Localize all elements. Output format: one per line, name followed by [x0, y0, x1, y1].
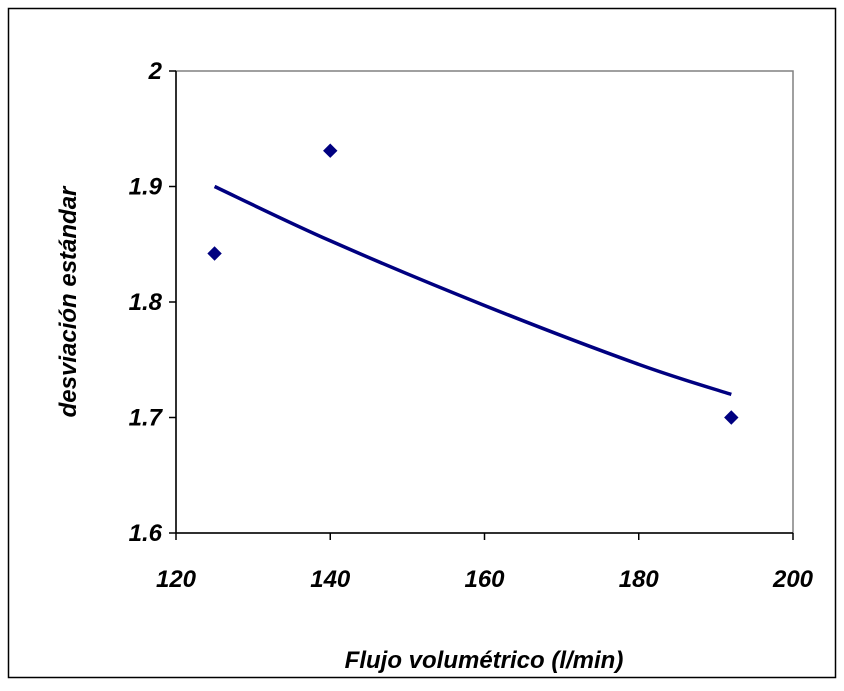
y-tick-label: 1.7 — [129, 405, 164, 432]
data-point-diamond — [323, 143, 338, 158]
x-tick-label: 120 — [156, 566, 197, 593]
x-axis: 120 140 160 180 200 — [156, 532, 814, 593]
y-axis-title: desviación estándar — [55, 185, 82, 417]
x-tick-label: 200 — [772, 566, 814, 593]
x-tick-label: 160 — [464, 566, 505, 593]
data-point-diamond — [207, 246, 222, 261]
chart-border — [7, 7, 837, 679]
y-tick-label: 2 — [148, 58, 163, 85]
data-point-diamond — [724, 410, 739, 425]
x-tick-label: 180 — [619, 566, 660, 593]
y-axis: 1.6 1.7 1.8 1.9 2 — [129, 58, 177, 547]
y-tick-label: 1.8 — [129, 289, 163, 316]
series-layer — [207, 143, 739, 425]
y-tick-label: 1.6 — [129, 520, 163, 547]
x-tick-label: 140 — [310, 566, 351, 593]
x-axis-title: Flujo volumétrico (l/min) — [345, 647, 624, 674]
trendline — [213, 184, 732, 397]
y-tick-label: 1.9 — [129, 174, 163, 201]
